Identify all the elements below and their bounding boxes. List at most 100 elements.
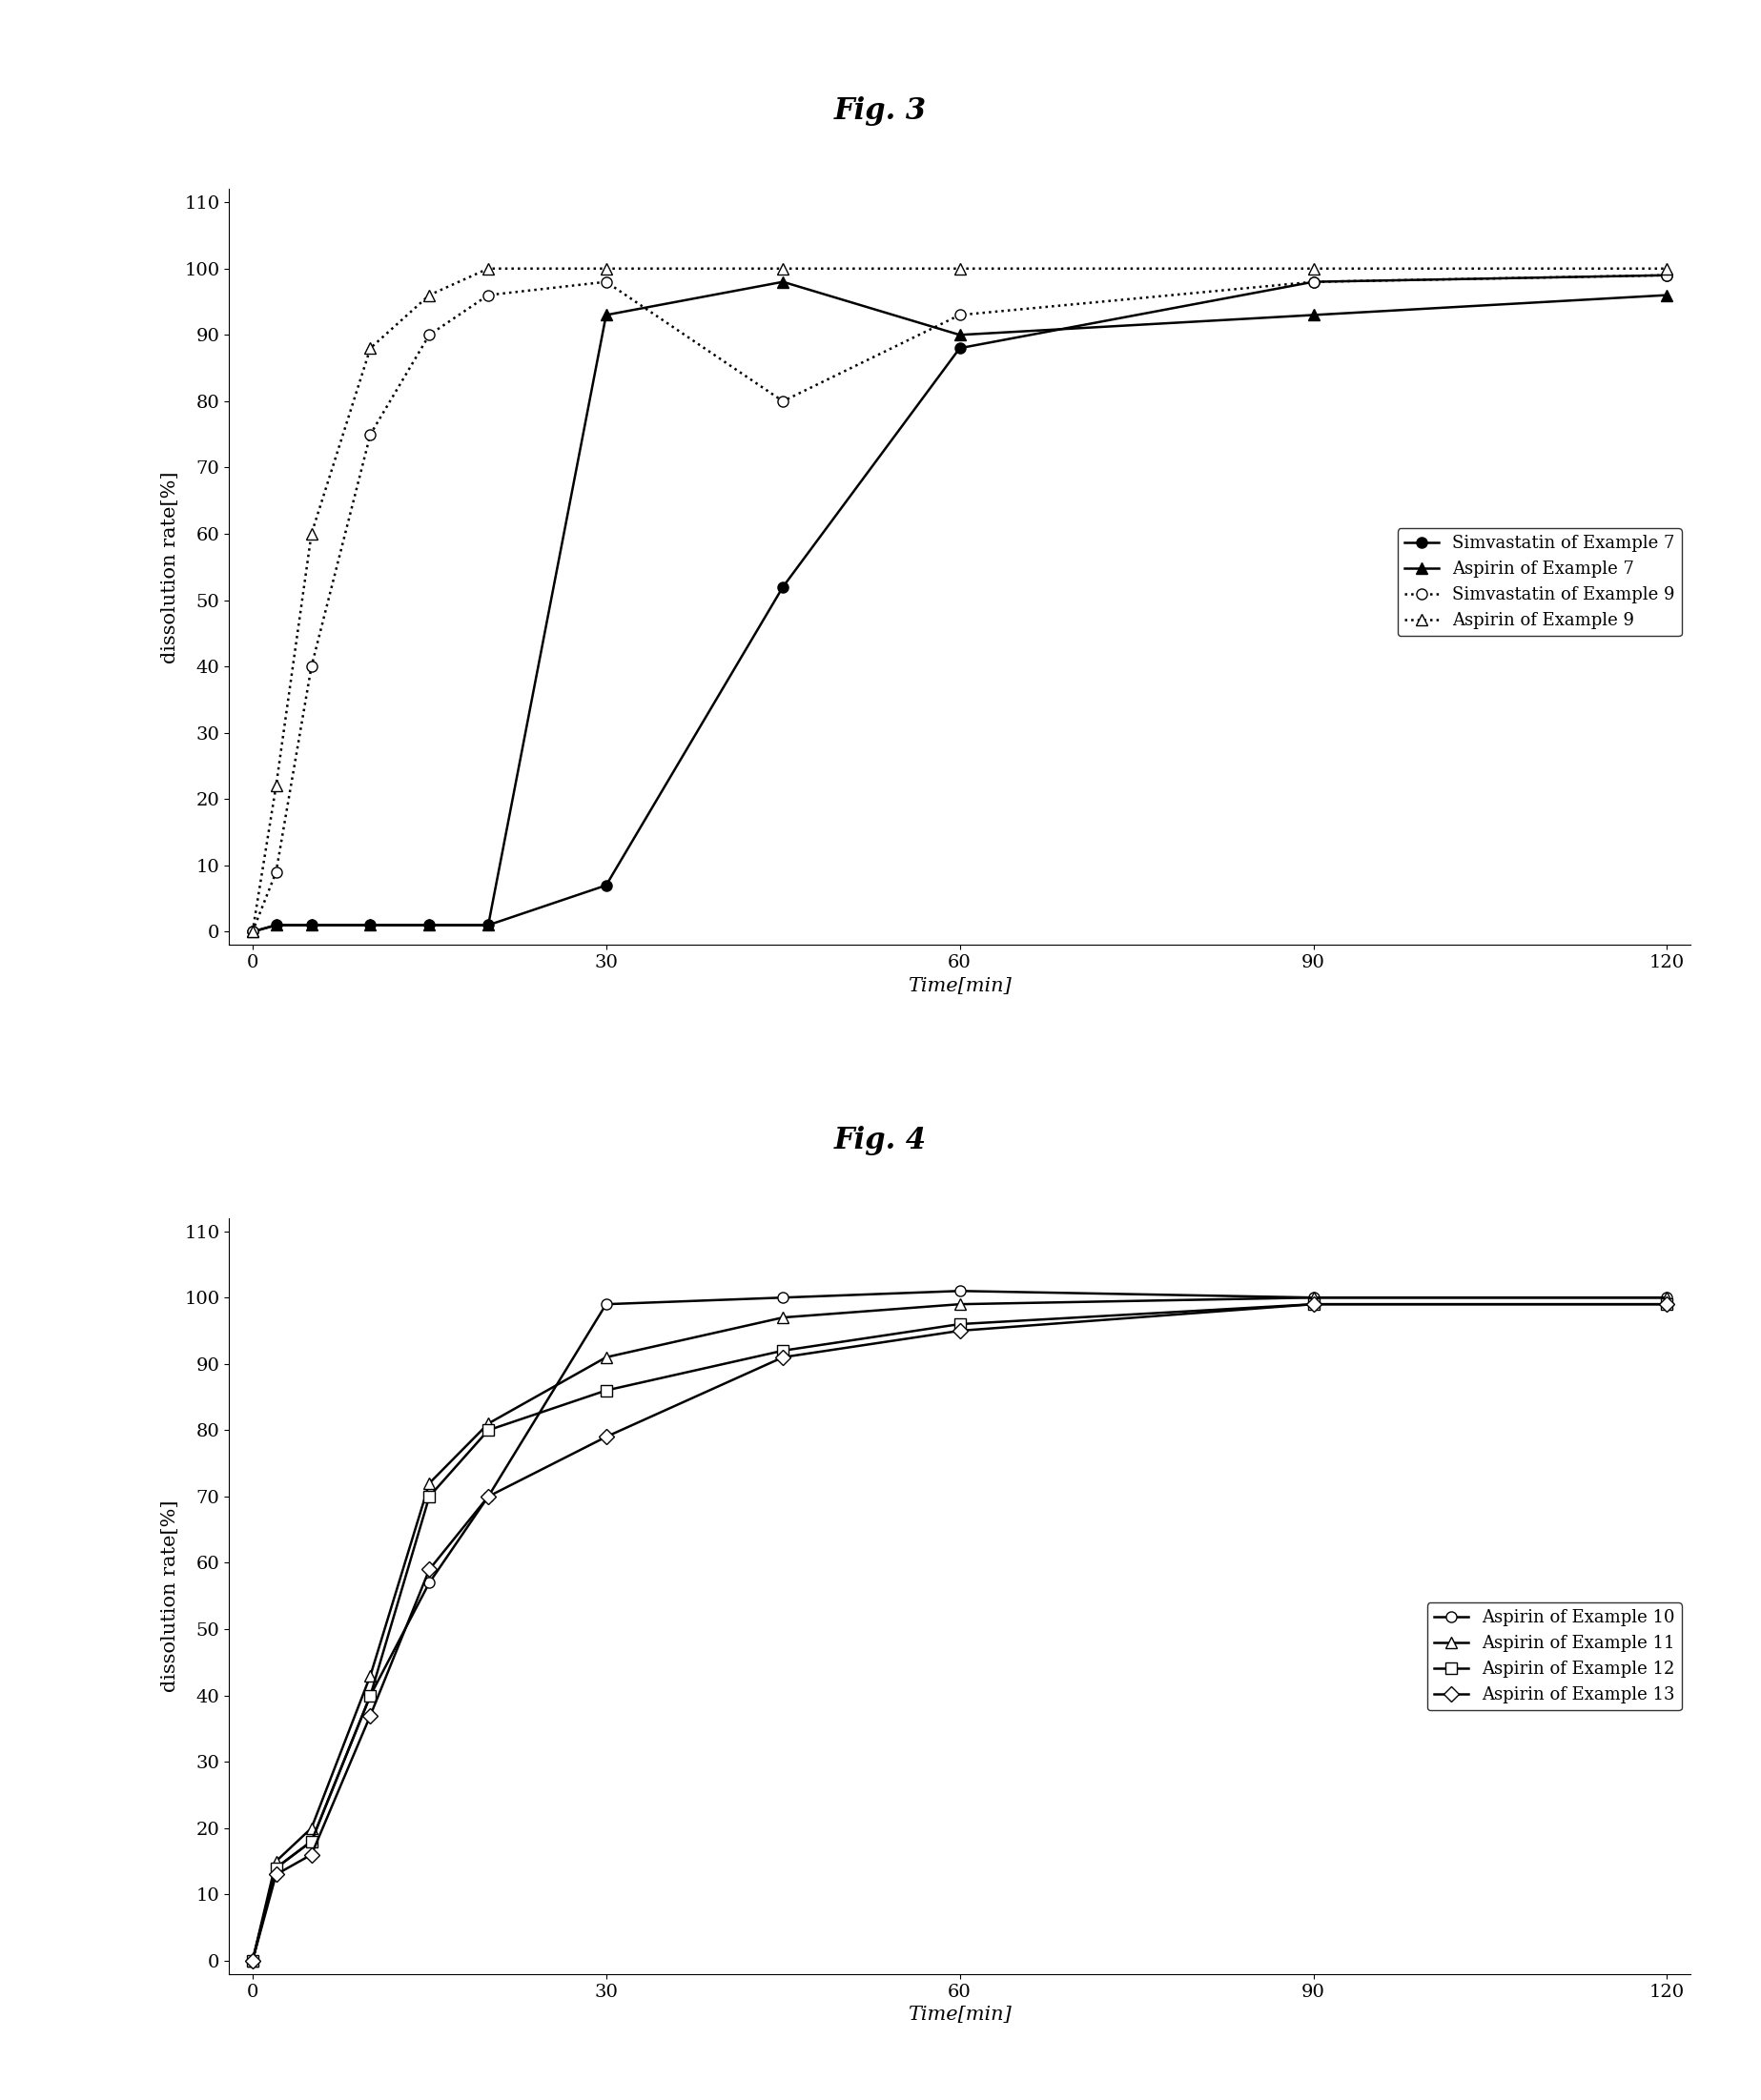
Aspirin of Example 9 xyxy=(477,256,498,281)
Aspirin of Example 9 xyxy=(419,284,440,309)
Aspirin of Example 10 xyxy=(1303,1285,1324,1310)
Aspirin of Example 12 xyxy=(477,1418,498,1443)
Aspirin of Example 11 xyxy=(266,1848,287,1873)
Simvastatin of Example 7 xyxy=(1657,262,1678,288)
Aspirin of Example 11 xyxy=(419,1470,440,1495)
Text: Fig. 3: Fig. 3 xyxy=(835,97,926,126)
Aspirin of Example 7 xyxy=(1303,302,1324,328)
Simvastatin of Example 9 xyxy=(949,302,970,328)
Aspirin of Example 11 xyxy=(301,1816,322,1842)
Aspirin of Example 10 xyxy=(595,1292,616,1317)
Aspirin of Example 9 xyxy=(301,521,322,546)
Aspirin of Example 9 xyxy=(241,920,262,945)
Aspirin of Example 10 xyxy=(773,1285,794,1310)
Aspirin of Example 13 xyxy=(359,1703,380,1728)
Aspirin of Example 9 xyxy=(949,256,970,281)
Simvastatin of Example 9 xyxy=(477,284,498,309)
Simvastatin of Example 7 xyxy=(241,920,262,945)
Aspirin of Example 10 xyxy=(241,1949,262,1974)
Aspirin of Example 13 xyxy=(595,1424,616,1449)
Aspirin of Example 11 xyxy=(949,1292,970,1317)
Aspirin of Example 13 xyxy=(477,1485,498,1510)
Aspirin of Example 7 xyxy=(419,914,440,939)
Simvastatin of Example 7 xyxy=(949,336,970,361)
X-axis label: Time[min]: Time[min] xyxy=(909,976,1011,995)
Aspirin of Example 7 xyxy=(301,914,322,939)
Aspirin of Example 12 xyxy=(1657,1292,1678,1317)
Aspirin of Example 12 xyxy=(359,1682,380,1707)
Line: Simvastatin of Example 9: Simvastatin of Example 9 xyxy=(247,271,1673,937)
Aspirin of Example 11 xyxy=(241,1949,262,1974)
Simvastatin of Example 9 xyxy=(1657,262,1678,288)
Line: Simvastatin of Example 7: Simvastatin of Example 7 xyxy=(247,271,1673,937)
Aspirin of Example 12 xyxy=(773,1338,794,1363)
Aspirin of Example 13 xyxy=(773,1344,794,1369)
Line: Aspirin of Example 11: Aspirin of Example 11 xyxy=(247,1292,1673,1966)
Aspirin of Example 9 xyxy=(595,256,616,281)
Aspirin of Example 9 xyxy=(266,773,287,798)
Aspirin of Example 9 xyxy=(1657,256,1678,281)
Aspirin of Example 11 xyxy=(1303,1285,1324,1310)
Line: Aspirin of Example 10: Aspirin of Example 10 xyxy=(247,1285,1673,1966)
Aspirin of Example 13 xyxy=(301,1842,322,1867)
X-axis label: Time[min]: Time[min] xyxy=(909,2005,1011,2024)
Aspirin of Example 7 xyxy=(477,914,498,939)
Aspirin of Example 10 xyxy=(949,1279,970,1304)
Aspirin of Example 7 xyxy=(773,269,794,294)
Line: Aspirin of Example 13: Aspirin of Example 13 xyxy=(247,1300,1673,1966)
Line: Aspirin of Example 7: Aspirin of Example 7 xyxy=(247,277,1673,937)
Line: Aspirin of Example 9: Aspirin of Example 9 xyxy=(247,262,1673,937)
Y-axis label: dissolution rate[%]: dissolution rate[%] xyxy=(160,1499,180,1693)
Simvastatin of Example 9 xyxy=(595,269,616,294)
Aspirin of Example 7 xyxy=(266,914,287,939)
Simvastatin of Example 7 xyxy=(1303,269,1324,294)
Aspirin of Example 13 xyxy=(1657,1292,1678,1317)
Aspirin of Example 13 xyxy=(419,1556,440,1581)
Simvastatin of Example 7 xyxy=(266,914,287,939)
Aspirin of Example 11 xyxy=(773,1304,794,1329)
Simvastatin of Example 9 xyxy=(1303,269,1324,294)
Aspirin of Example 12 xyxy=(301,1829,322,1854)
Aspirin of Example 11 xyxy=(359,1663,380,1688)
Aspirin of Example 13 xyxy=(1303,1292,1324,1317)
Simvastatin of Example 9 xyxy=(773,388,794,414)
Simvastatin of Example 9 xyxy=(419,321,440,346)
Aspirin of Example 11 xyxy=(1657,1285,1678,1310)
Legend: Simvastatin of Example 7, Aspirin of Example 7, Simvastatin of Example 9, Aspiri: Simvastatin of Example 7, Aspirin of Exa… xyxy=(1396,527,1682,636)
Aspirin of Example 9 xyxy=(773,256,794,281)
Simvastatin of Example 9 xyxy=(241,920,262,945)
Aspirin of Example 13 xyxy=(241,1949,262,1974)
Aspirin of Example 12 xyxy=(1303,1292,1324,1317)
Aspirin of Example 12 xyxy=(241,1949,262,1974)
Simvastatin of Example 7 xyxy=(595,874,616,899)
Simvastatin of Example 7 xyxy=(359,914,380,939)
Aspirin of Example 7 xyxy=(1657,284,1678,309)
Simvastatin of Example 7 xyxy=(419,914,440,939)
Aspirin of Example 10 xyxy=(419,1571,440,1596)
Aspirin of Example 9 xyxy=(359,336,380,361)
Aspirin of Example 12 xyxy=(595,1378,616,1403)
Aspirin of Example 12 xyxy=(266,1854,287,1880)
Aspirin of Example 10 xyxy=(477,1485,498,1510)
Text: Fig. 4: Fig. 4 xyxy=(835,1126,926,1155)
Simvastatin of Example 9 xyxy=(359,422,380,447)
Aspirin of Example 11 xyxy=(595,1344,616,1369)
Aspirin of Example 11 xyxy=(477,1411,498,1436)
Aspirin of Example 7 xyxy=(359,914,380,939)
Aspirin of Example 9 xyxy=(1303,256,1324,281)
Aspirin of Example 12 xyxy=(419,1485,440,1510)
Simvastatin of Example 7 xyxy=(773,573,794,598)
Y-axis label: dissolution rate[%]: dissolution rate[%] xyxy=(160,470,180,664)
Simvastatin of Example 7 xyxy=(477,914,498,939)
Aspirin of Example 13 xyxy=(949,1319,970,1344)
Simvastatin of Example 9 xyxy=(301,653,322,678)
Aspirin of Example 10 xyxy=(266,1854,287,1880)
Aspirin of Example 10 xyxy=(1657,1285,1678,1310)
Simvastatin of Example 9 xyxy=(266,859,287,884)
Aspirin of Example 7 xyxy=(949,321,970,346)
Legend: Aspirin of Example 10, Aspirin of Example 11, Aspirin of Example 12, Aspirin of : Aspirin of Example 10, Aspirin of Exampl… xyxy=(1426,1602,1682,1712)
Aspirin of Example 10 xyxy=(301,1829,322,1854)
Simvastatin of Example 7 xyxy=(301,914,322,939)
Aspirin of Example 12 xyxy=(949,1312,970,1338)
Aspirin of Example 10 xyxy=(359,1682,380,1707)
